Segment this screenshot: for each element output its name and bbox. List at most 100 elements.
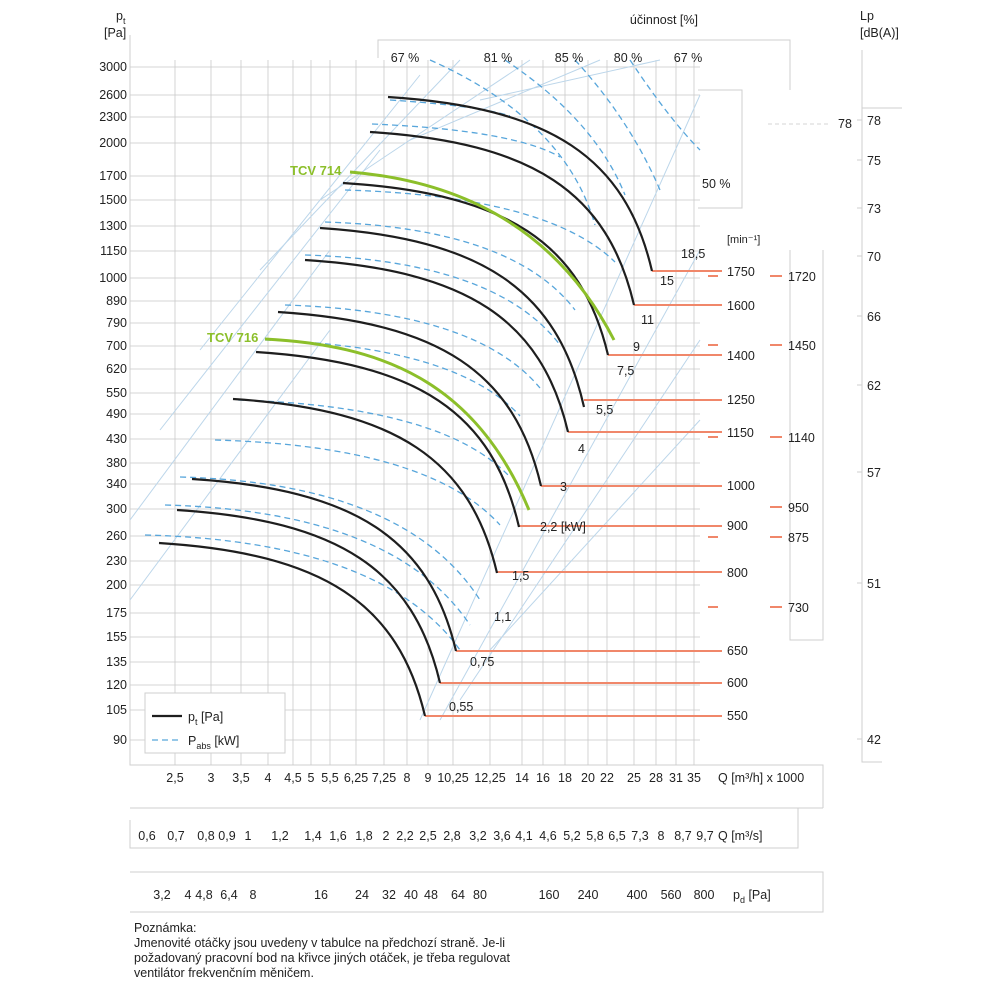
efficiency-curve xyxy=(237,399,509,476)
q-h-tick-label: 31 xyxy=(669,771,683,785)
q-h-tick-label: 5 xyxy=(308,771,315,785)
efficiency-iso-line xyxy=(429,59,596,226)
q-s-tick-label: 1,6 xyxy=(329,829,346,843)
construction-line xyxy=(479,59,661,101)
efficiency-curves xyxy=(144,59,701,651)
pressure-curve xyxy=(158,541,427,717)
lp-tick-label: 62 xyxy=(867,379,881,393)
legend: pt [Pa] Pabs [kW] xyxy=(144,692,286,754)
y-tick-label: 700 xyxy=(106,339,127,353)
legend-entry-pabs: Pabs [kW] xyxy=(188,734,239,751)
tcv-716-label: TCV 716 xyxy=(207,330,258,345)
q-s-tick-label: 0,9 xyxy=(218,829,235,843)
tcv-714-curve xyxy=(349,170,616,341)
q-s-tick-label: 0,7 xyxy=(167,829,184,843)
q-h-tick-label: 14 xyxy=(515,771,529,785)
q-s-axis-title: Q [m³/s] xyxy=(718,829,762,843)
q-h-tick-label: 7,25 xyxy=(372,771,396,785)
note-title: Poznámka: xyxy=(134,921,197,935)
y-tick-label: 300 xyxy=(106,502,127,516)
y-tick-label: 90 xyxy=(113,733,127,747)
efficiency-iso-line xyxy=(504,59,626,196)
y-tick-label: 200 xyxy=(106,578,127,592)
y-tick-label: 155 xyxy=(106,630,127,644)
q-s-tick-label: 8 xyxy=(658,829,665,843)
q-s-tick-label: 0,6 xyxy=(138,829,155,843)
q-h-tick-label: 35 xyxy=(687,771,701,785)
power-label: 0,75 xyxy=(470,655,494,669)
q-s-tick-label: 5,2 xyxy=(563,829,580,843)
tcv-714-label: TCV 714 xyxy=(290,163,342,178)
lp-tick-label: 66 xyxy=(867,310,881,324)
q-h-tick-label: 25 xyxy=(627,771,641,785)
efficiency-label: 85 % xyxy=(555,51,584,65)
q-h-tick-label: 12,25 xyxy=(474,771,505,785)
construction-line xyxy=(409,59,601,141)
y-tick-label: 620 xyxy=(106,362,127,376)
q-s-tick-label: 7,3 xyxy=(631,829,648,843)
power-label: 7,5 xyxy=(617,364,634,378)
y-tick-label: 175 xyxy=(106,606,127,620)
rpm-side-label: 1140 xyxy=(788,431,815,445)
pd-tick-label: 24 xyxy=(355,888,369,902)
rpm-label: 1150 xyxy=(727,426,754,440)
rpm-label: 800 xyxy=(727,566,748,580)
pressure-curve xyxy=(342,181,610,356)
pd-tick-label: 3,2 xyxy=(153,888,170,902)
construction-line xyxy=(129,249,331,521)
q-s-tick-label: 1,8 xyxy=(355,829,372,843)
y-axis-title: pt xyxy=(116,9,126,26)
pd-tick-label: 40 xyxy=(404,888,418,902)
efficiency-label: 80 % xyxy=(614,51,643,65)
power-label: 0,55 xyxy=(449,700,473,714)
lp-marker-label: 78 xyxy=(838,117,852,131)
efficiency-axis-title: účinnost [%] xyxy=(630,13,698,27)
rpm-label: 1000 xyxy=(727,479,755,493)
q-h-tick-label: 3,5 xyxy=(232,771,249,785)
frame-left xyxy=(129,35,824,808)
q-h-tick-label: 9 xyxy=(425,771,432,785)
rpm-side-label: 1720 xyxy=(788,270,816,284)
pressure-curve xyxy=(255,350,521,528)
y-tick-label: 1150 xyxy=(100,244,127,258)
q-s-tick-label: 2,2 xyxy=(396,829,413,843)
q-s-tick-label: 9,7 xyxy=(696,829,713,843)
q-s-tick-label: 8,7 xyxy=(674,829,691,843)
frame-top xyxy=(377,39,791,90)
pd-tick-label: 240 xyxy=(578,888,599,902)
efficiency-curve xyxy=(344,189,616,263)
rpm-unit: [min⁻¹] xyxy=(727,234,760,246)
note-line: požadovaný pracovní bod na křivce jiných… xyxy=(134,951,510,965)
chart-frames xyxy=(129,35,902,913)
power-label: 9 xyxy=(633,340,640,354)
efficiency-curve xyxy=(284,304,541,389)
pd-tick-label: 800 xyxy=(694,888,715,902)
efficiency-iso-line xyxy=(629,59,701,151)
q-s-tick-label: 2,5 xyxy=(419,829,436,843)
power-label: 3 xyxy=(560,480,567,494)
y-tick-label: 2300 xyxy=(99,110,127,124)
power-label: 1,1 xyxy=(494,610,511,624)
q-s-tick-label: 3,2 xyxy=(469,829,486,843)
q-h-tick-label: 18 xyxy=(558,771,572,785)
q-h-tick-label: 5,5 xyxy=(321,771,338,785)
lp-tick-label: 70 xyxy=(867,250,881,264)
q-h-tick-label: 22 xyxy=(600,771,614,785)
pd-axis-title: pd [Pa] xyxy=(733,888,771,905)
q-s-tick-label: 1,2 xyxy=(271,829,288,843)
y-tick-label: 890 xyxy=(106,294,127,308)
y-tick-label: 2000 xyxy=(99,136,127,150)
legend-entry-pt: pt [Pa] xyxy=(188,710,223,727)
legend-box xyxy=(144,692,286,754)
note-line: ventilátor frekvenčním měničem. xyxy=(134,966,314,980)
frame-lp-scale xyxy=(861,108,882,763)
pd-tick-label: 8 xyxy=(250,888,257,902)
q-h-tick-label: 6,25 xyxy=(344,771,368,785)
rpm-label: 600 xyxy=(727,676,748,690)
q-h-axis-title: Q [m³/h] x 1000 xyxy=(718,771,804,785)
q-s-tick-label: 2,8 xyxy=(443,829,460,843)
q-h-tick-label: 28 xyxy=(649,771,663,785)
rpm-label: 550 xyxy=(727,709,748,723)
lp-tick-label: 57 xyxy=(867,466,881,480)
efficiency-curve xyxy=(164,504,471,626)
